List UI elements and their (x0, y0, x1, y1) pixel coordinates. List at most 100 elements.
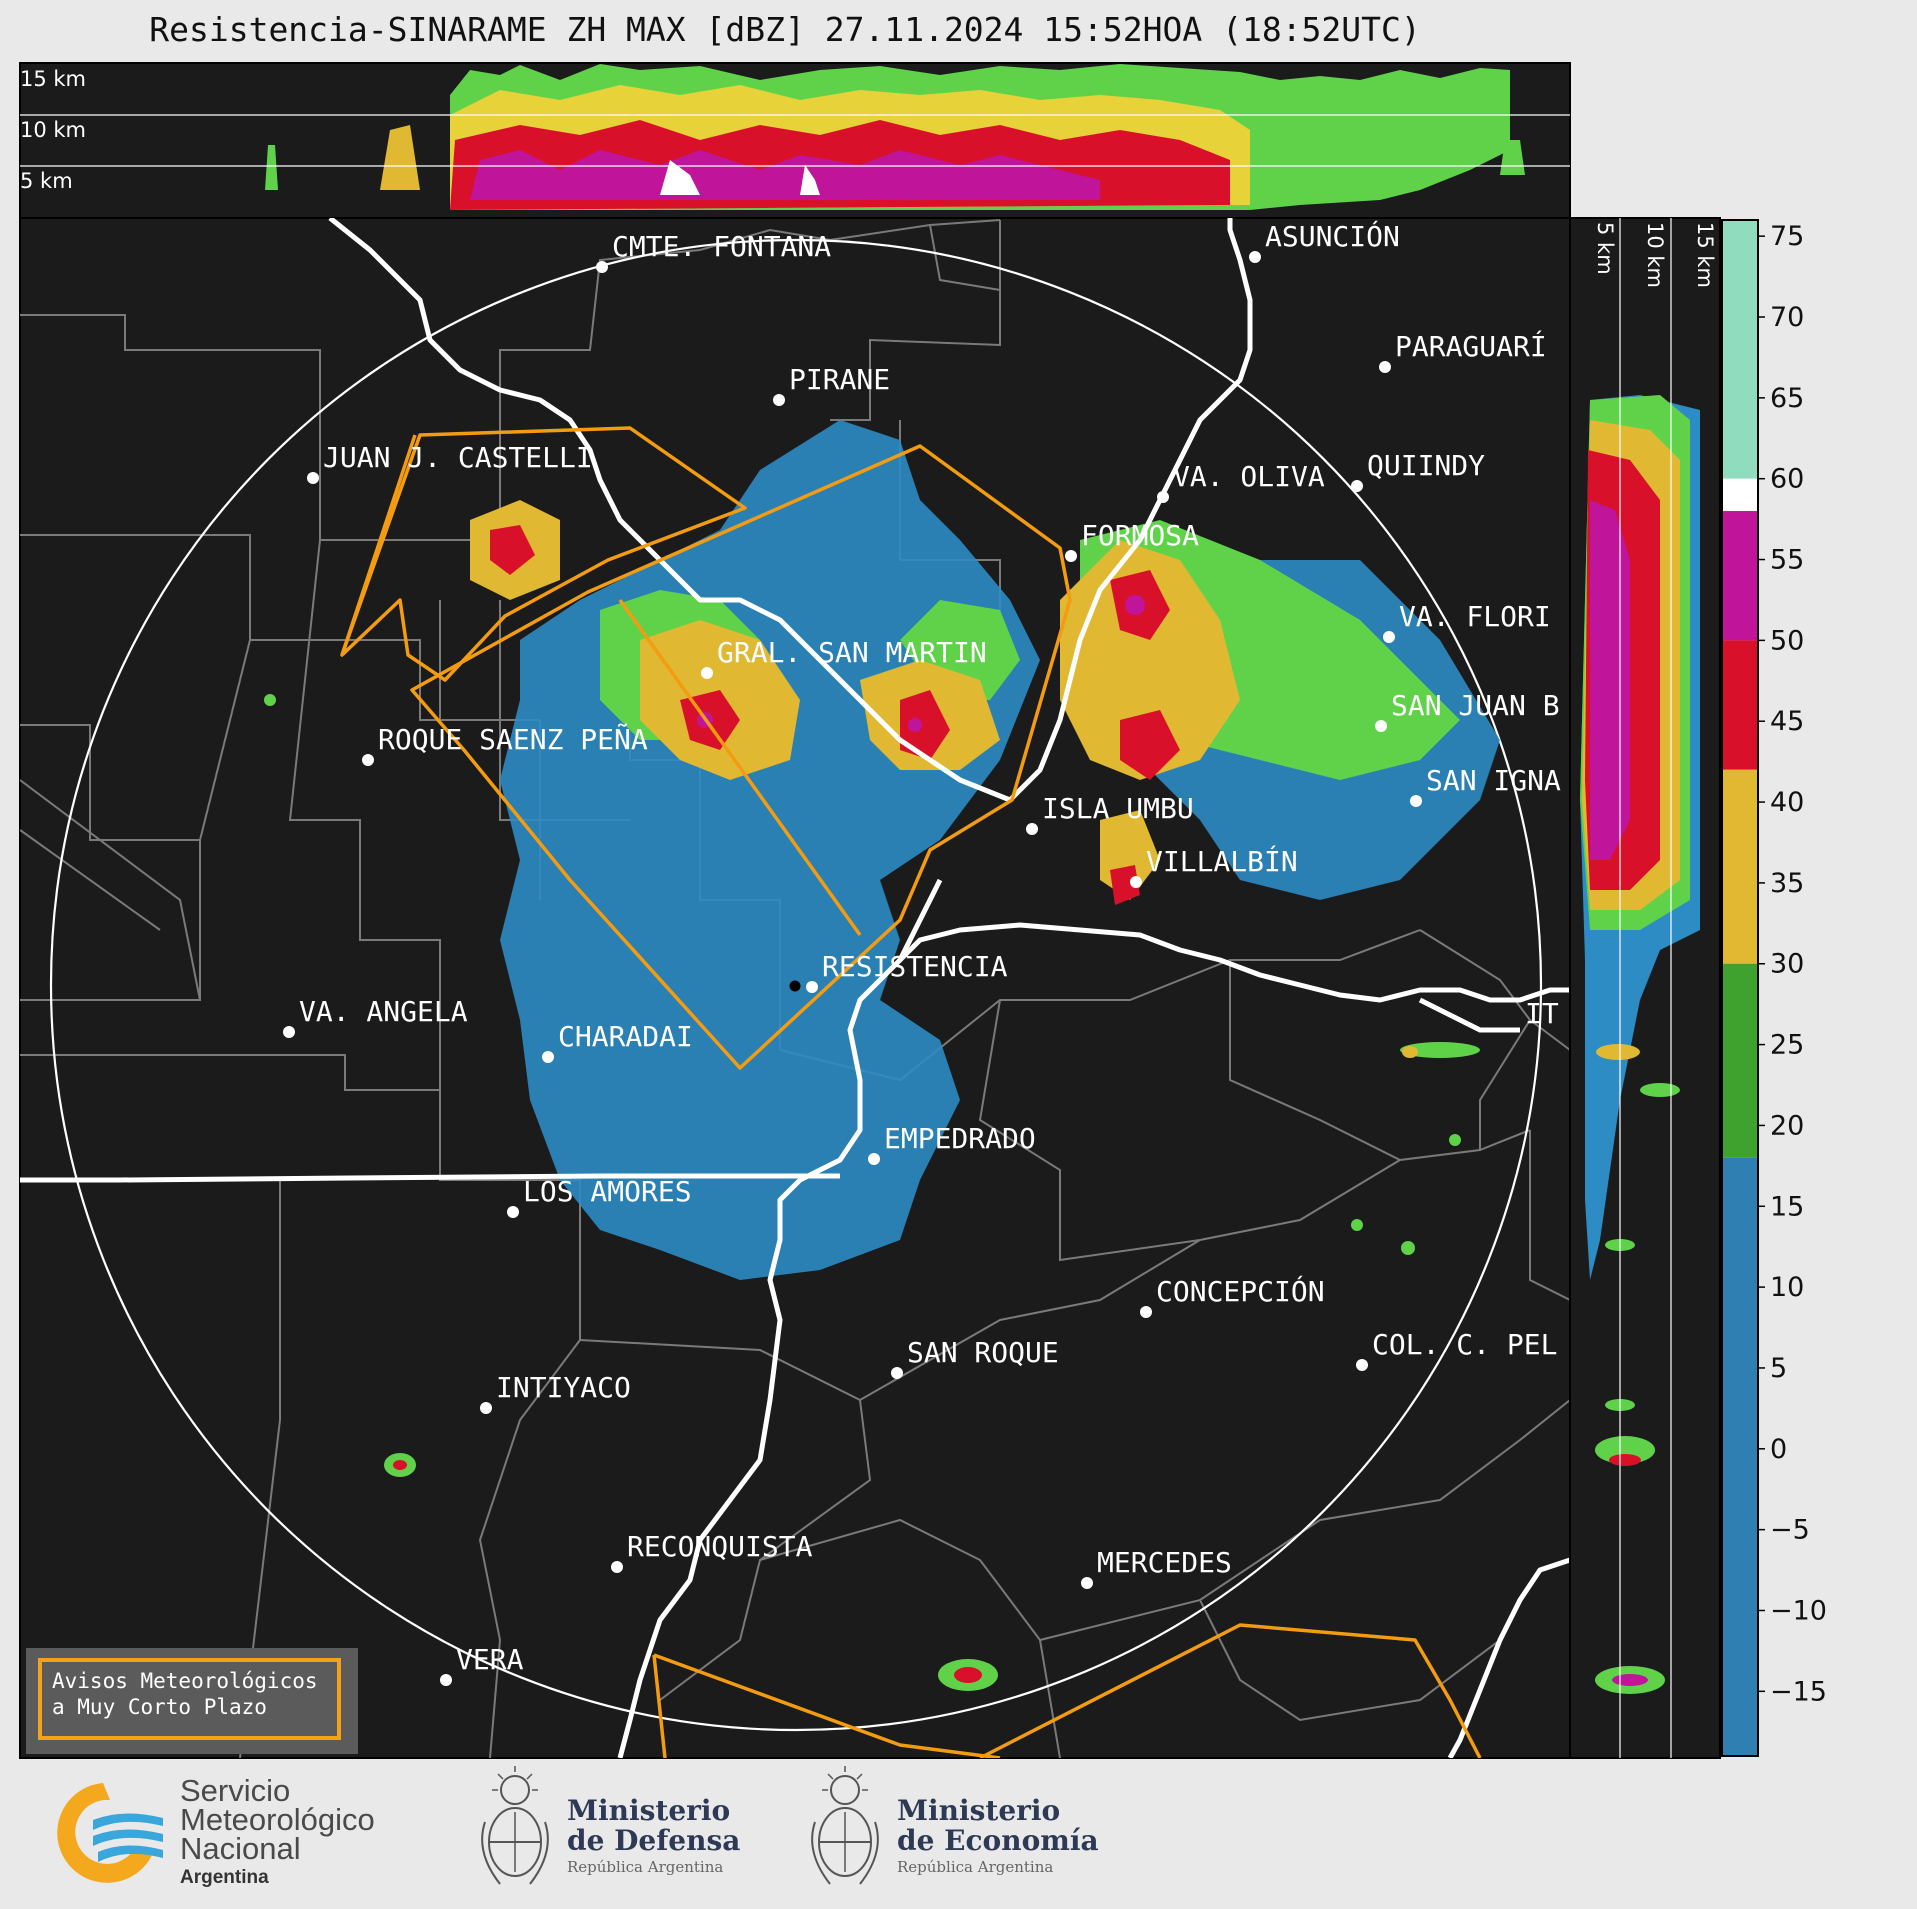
colorbar-tick-label: 25 (1770, 1030, 1804, 1061)
argentina-coat-of-arms-icon (811, 1766, 879, 1885)
city-dot (701, 667, 713, 679)
city-dot (1375, 720, 1387, 732)
city-label: PARAGUARÍ (1395, 329, 1547, 363)
city-dot (480, 1402, 492, 1414)
colorbar-tick-label: 15 (1770, 1191, 1804, 1222)
smn-line-1: Servicio (180, 1773, 291, 1808)
city-dot (596, 261, 608, 273)
colorbar-tick-label: 35 (1770, 868, 1804, 899)
warning-legend: Avisos Meteorológicos a Muy Corto Plazo (38, 1658, 341, 1740)
city-dot (1249, 251, 1261, 263)
colorbar-tick-label: 65 (1770, 383, 1804, 414)
city-label: RECONQUISTA (627, 1530, 813, 1563)
city-dot (1081, 1577, 1093, 1589)
city-dot (1130, 876, 1142, 888)
city-label: ROQUE SAENZ PEÑA (378, 722, 648, 756)
city-dot (1410, 795, 1422, 807)
colorbar-band (1722, 769, 1758, 964)
city-dot (1065, 550, 1077, 562)
colorbar-tick-label: 10 (1770, 1272, 1804, 1303)
city-label: VERA (456, 1643, 524, 1676)
smn-line-2: Meteorológico (180, 1802, 375, 1837)
city-label: VILLALBÍN (1146, 844, 1298, 878)
map-title: Resistencia-SINARAME ZH MAX [dBZ] 27.11.… (149, 10, 1421, 49)
city-label: EMPEDRADO (884, 1122, 1036, 1155)
city-dot (1356, 1359, 1368, 1371)
radar-range-ring (49, 238, 1543, 1732)
colorbar-band (1722, 478, 1758, 512)
city-dot (1383, 631, 1395, 643)
colorbar-tick-label: −15 (1770, 1676, 1827, 1707)
rivers-and-borders (20, 218, 1570, 1758)
city-dot (507, 1206, 519, 1218)
city-dot (868, 1153, 880, 1165)
city-label: IT (1525, 997, 1559, 1030)
legend-line-1: Avisos Meteorológicos (52, 1669, 318, 1693)
economia-line-1: Ministerio (897, 1794, 1061, 1827)
city-label: RESISTENCIA (822, 950, 1008, 983)
city-dot (1140, 1306, 1152, 1318)
city-label: ISLA UMBU (1042, 792, 1194, 825)
top-label-15km: 15 km (20, 67, 86, 91)
radar-site-marker (789, 980, 801, 992)
side-label-10km: 10 km (1643, 222, 1667, 288)
city-label: PIRANE (789, 363, 890, 396)
side-label-15km: 15 km (1693, 222, 1717, 288)
city-dot (611, 1561, 623, 1573)
smn-line-4: Argentina (180, 1867, 269, 1888)
top-echo-profile (265, 64, 1525, 210)
city-dot (362, 754, 374, 766)
smn-logo-text: Servicio Meteorológico Nacional Argentin… (180, 1773, 375, 1892)
economia-logo-text: Ministerio de Economía República Argenti… (897, 1796, 1099, 1878)
city-label: QUIINDY (1367, 449, 1485, 482)
economia-line-2: de Economía (897, 1824, 1099, 1857)
warning-polygons (340, 426, 1482, 1758)
city-dot (542, 1051, 554, 1063)
city-dot (1157, 491, 1169, 503)
colorbar-band (1722, 1157, 1758, 1756)
city-label: SAN JUAN B (1391, 689, 1560, 722)
radar-echoes (264, 420, 1500, 1691)
city-label: MERCEDES (1097, 1546, 1232, 1579)
defensa-line-3: República Argentina (567, 1858, 724, 1876)
top-label-10km: 10 km (20, 118, 86, 142)
city-label: INTIYACO (496, 1371, 631, 1404)
colorbar-tick-label: 75 (1770, 221, 1804, 252)
economia-line-3: República Argentina (897, 1858, 1054, 1876)
defensa-logo-text: Ministerio de Defensa República Argentin… (567, 1796, 740, 1878)
colorbar-tick-label: 60 (1770, 464, 1804, 495)
city-label: SAN ROQUE (907, 1336, 1059, 1369)
city-markers: CMTE. FONTANA ASUNCIÓN PIRANE PARAGUARÍ … (283, 219, 1561, 1686)
colorbar-band (1722, 963, 1758, 1158)
city-dot (1026, 823, 1038, 835)
colorbar-tick-label: −5 (1770, 1515, 1810, 1546)
city-label: CMTE. FONTANA (612, 230, 831, 263)
city-label: FORMOSA (1081, 519, 1199, 552)
smn-line-3: Nacional (180, 1831, 301, 1866)
colorbar-band (1722, 220, 1758, 479)
city-label: JUAN J. CASTELLI (323, 441, 593, 474)
side-label-5km: 5 km (1593, 222, 1617, 275)
colorbar-tick-label: 40 (1770, 787, 1804, 818)
city-dot (307, 472, 319, 484)
colorbar-tick-label: 45 (1770, 706, 1804, 737)
defensa-line-1: Ministerio (567, 1794, 731, 1827)
colorbar-tick-label: 5 (1770, 1353, 1787, 1384)
city-label: SAN IGNA (1426, 764, 1561, 797)
city-dot (283, 1026, 295, 1038)
argentina-coat-of-arms-icon (481, 1766, 549, 1885)
smn-logo-icon (57, 1783, 163, 1883)
city-dot (773, 394, 785, 406)
city-label: LOS AMORES (523, 1175, 692, 1208)
defensa-line-2: de Defensa (567, 1824, 741, 1857)
colorbar-band (1722, 511, 1758, 641)
colorbar-tick-label: 70 (1770, 302, 1804, 333)
city-dot (440, 1674, 452, 1686)
city-label: ASUNCIÓN (1265, 219, 1400, 253)
city-dot (1351, 480, 1363, 492)
colorbar-tick-label: 50 (1770, 625, 1804, 656)
city-dot (1379, 361, 1391, 373)
city-label: COL. C. PEL (1372, 1328, 1557, 1361)
